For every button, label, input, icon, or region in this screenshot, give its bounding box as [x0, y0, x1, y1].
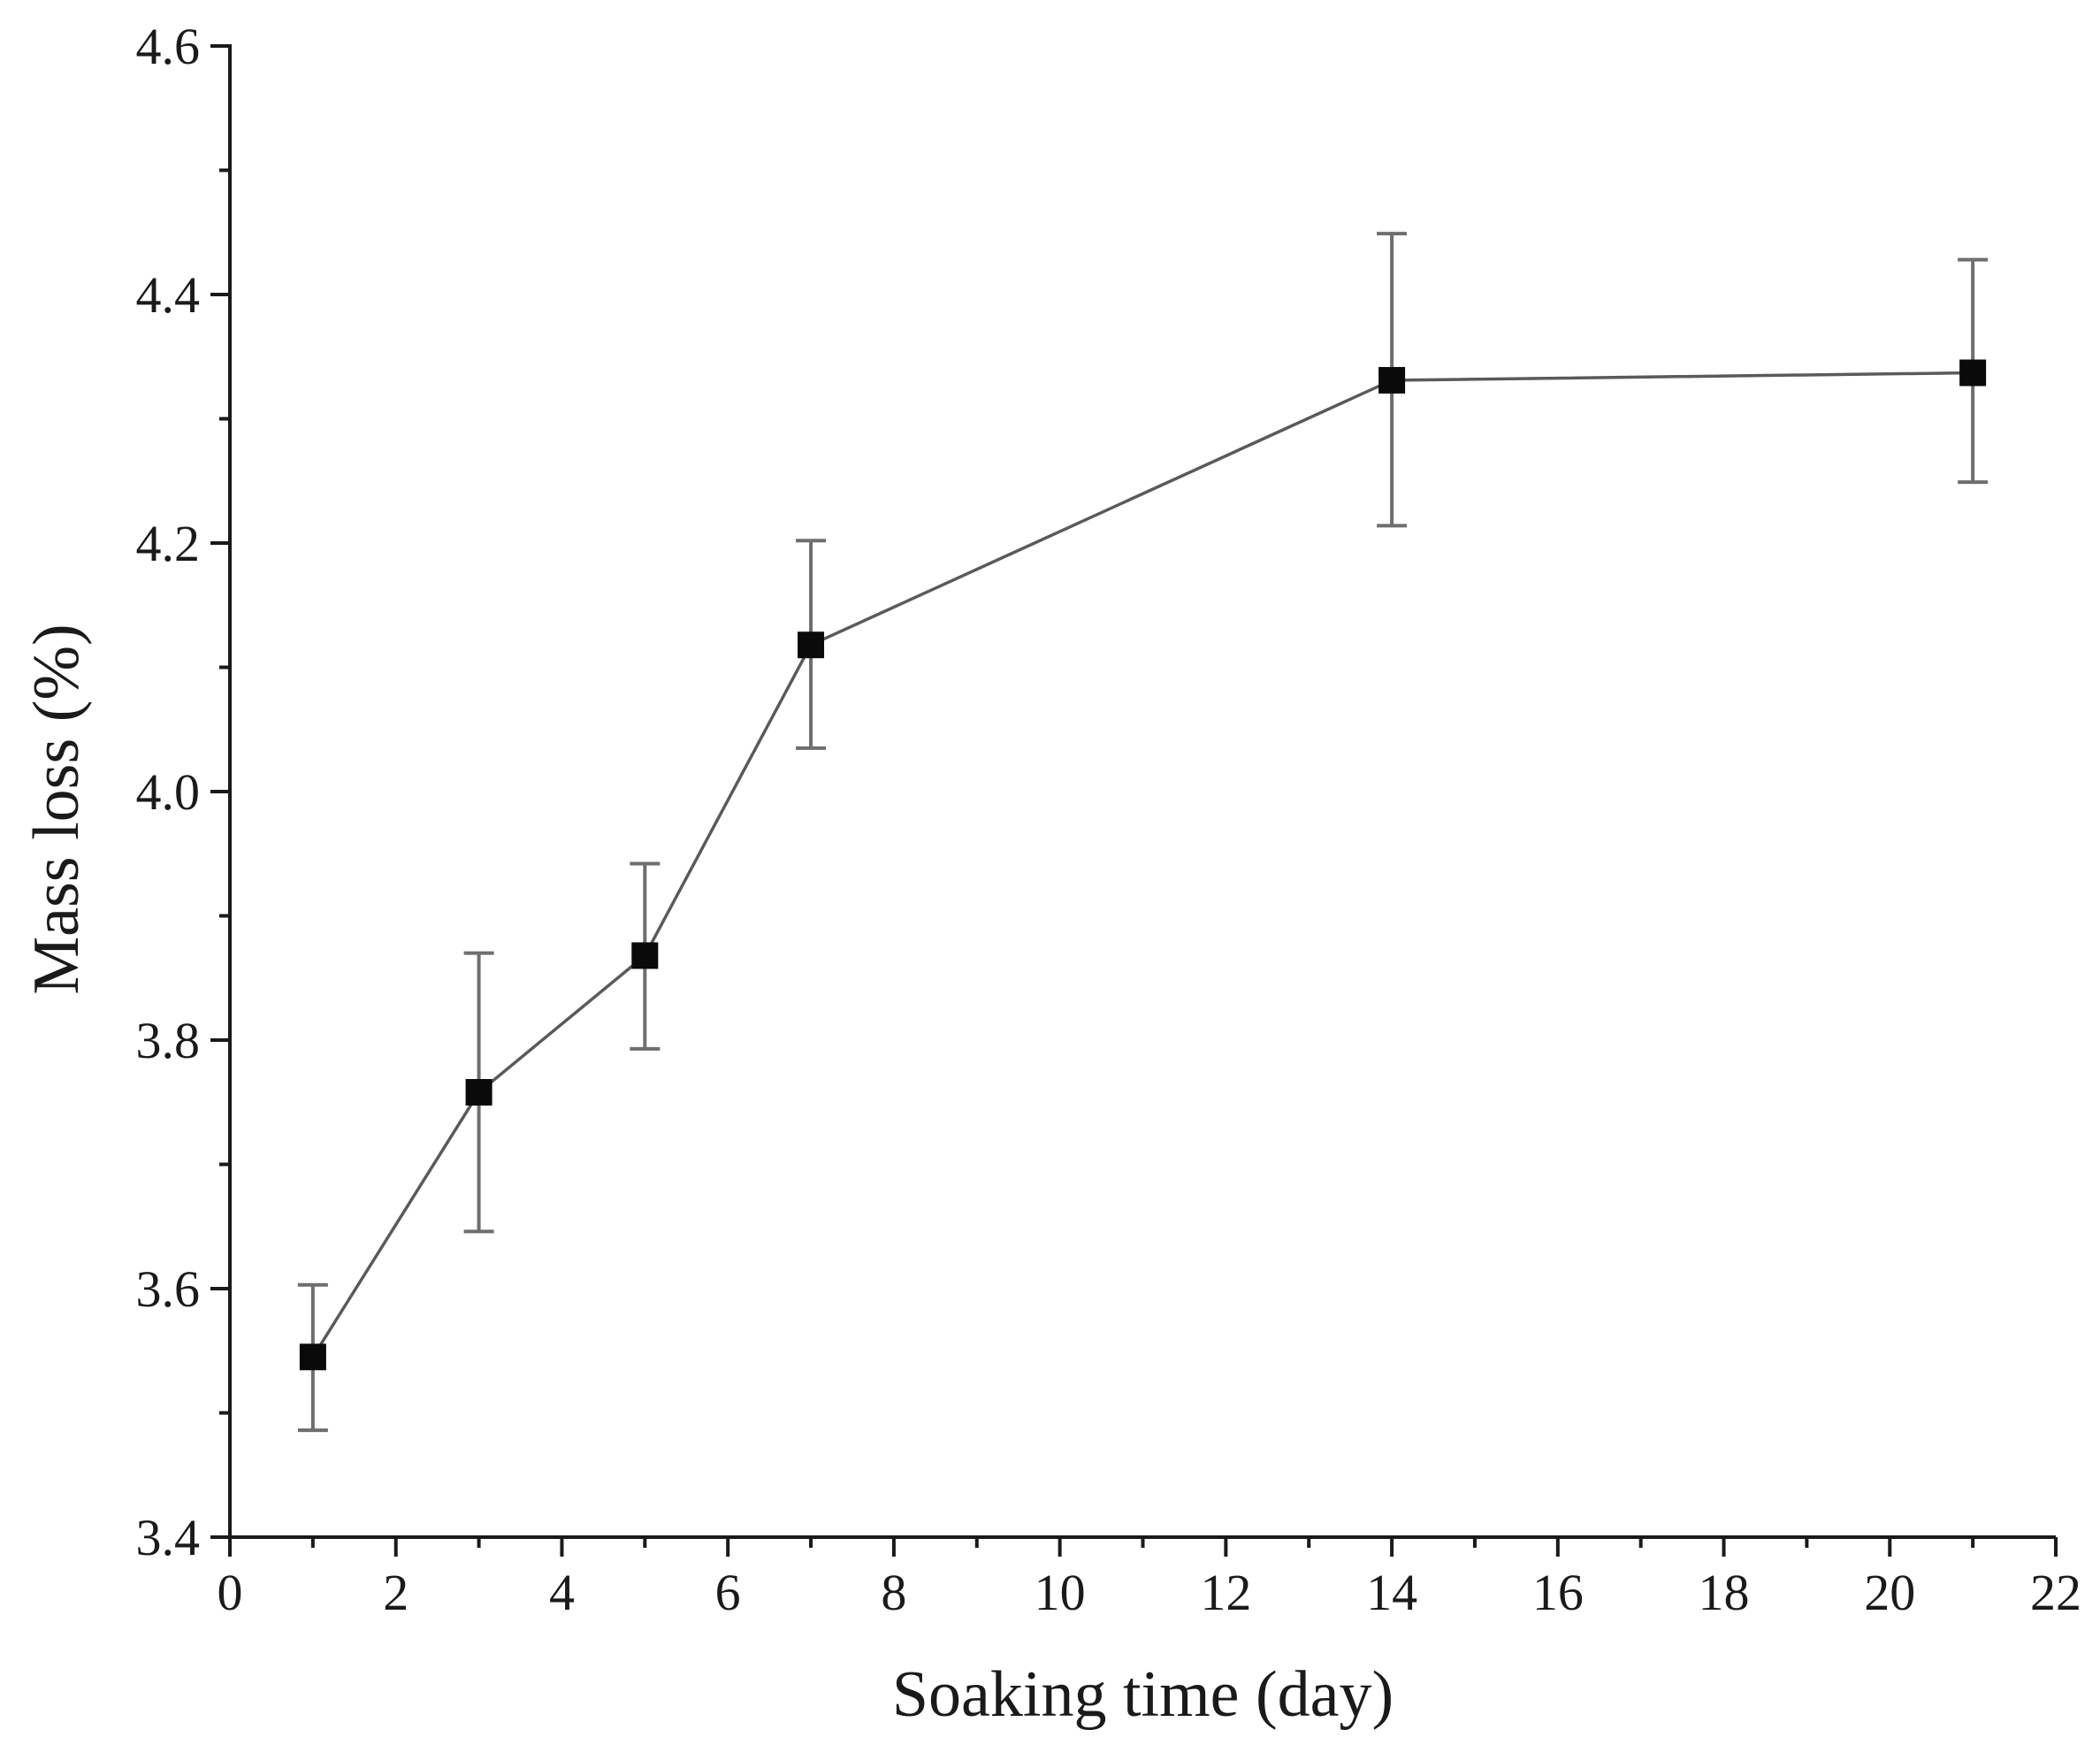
y-tick-label: 3.8: [136, 1012, 201, 1069]
y-tick-label: 4.0: [136, 763, 201, 821]
data-point: [798, 631, 825, 659]
data-point: [465, 1079, 493, 1106]
x-tick-label: 18: [1699, 1564, 1750, 1621]
y-axis-ticks: 3.4 3.6 3.8 4.0 4.2 4.4 4.6: [136, 18, 230, 1566]
x-axis-ticks: 0 2 4 6 8 10 12 14 16 18 20 22: [218, 1537, 2081, 1621]
y-tick-label: 3.4: [136, 1509, 201, 1566]
y-tick-label: 4.4: [136, 266, 201, 324]
x-tick-label: 22: [2030, 1564, 2081, 1621]
plot-area: 0 2 4 6 8 10 12 14 16 18 20 22 3.4 3.6 3.8 4.0 4.2 4.4 4.…: [136, 18, 2082, 1621]
y-tick-label: 3.6: [136, 1260, 201, 1318]
y-tick-label: 4.2: [136, 515, 201, 572]
x-tick-label: 8: [881, 1564, 906, 1621]
data-point: [631, 942, 659, 969]
x-tick-label: 14: [1366, 1564, 1417, 1621]
y-tick-label: 4.6: [136, 18, 201, 75]
data-point: [1378, 366, 1406, 394]
y-axis-title: Mass loss (%): [20, 624, 93, 994]
x-tick-label: 0: [218, 1564, 243, 1621]
x-tick-label: 4: [549, 1564, 575, 1621]
x-tick-label: 6: [715, 1564, 741, 1621]
x-tick-label: 2: [383, 1564, 409, 1621]
series-line: [311, 371, 1974, 1358]
x-tick-label: 20: [1864, 1564, 1915, 1621]
x-axis-title: Soaking time (day): [892, 1658, 1394, 1731]
data-point: [299, 1343, 326, 1371]
series-layer: [297, 232, 1989, 1433]
x-tick-label: 10: [1035, 1564, 1086, 1621]
x-tick-label: 12: [1200, 1564, 1251, 1621]
data-point: [1959, 359, 1987, 387]
x-tick-label: 16: [1532, 1564, 1584, 1621]
